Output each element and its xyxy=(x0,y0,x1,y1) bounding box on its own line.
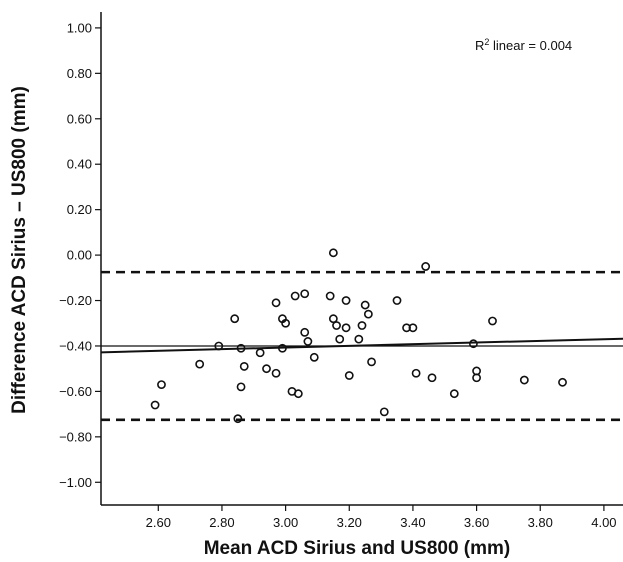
x-tick-label: 4.00 xyxy=(591,515,616,530)
y-tick-label: 0.40 xyxy=(67,157,92,172)
data-point xyxy=(157,380,166,389)
x-tick-label: 3.80 xyxy=(528,515,553,530)
data-point xyxy=(195,359,205,369)
data-point xyxy=(367,357,376,367)
data-point xyxy=(469,339,478,349)
y-tick-label: −0.60 xyxy=(59,384,92,399)
data-point xyxy=(354,334,364,344)
data-point xyxy=(236,343,246,353)
reference-lines xyxy=(100,270,623,422)
x-tick-label: 3.00 xyxy=(273,515,298,530)
x-tick-label: 2.60 xyxy=(146,515,171,530)
y-tick-label: 0.60 xyxy=(67,111,92,126)
y-tick-label: −0.80 xyxy=(59,429,92,444)
data-point xyxy=(281,318,291,328)
data-point xyxy=(309,352,319,362)
data-point xyxy=(328,248,338,258)
data-point xyxy=(328,314,338,324)
x-axis-title: Mean ACD Sirius and US800 (mm) xyxy=(204,538,511,559)
data-point xyxy=(239,362,249,371)
data-point xyxy=(300,289,310,299)
y-tick-label: 0.20 xyxy=(67,202,92,217)
data-point xyxy=(402,323,411,333)
data-point xyxy=(303,337,313,346)
data-point xyxy=(379,407,389,417)
data-point xyxy=(233,414,243,424)
x-tick-label: 2.80 xyxy=(209,515,234,530)
data-point xyxy=(488,316,497,326)
data-point xyxy=(558,377,567,387)
data-point xyxy=(150,400,160,410)
x-tick-label: 3.40 xyxy=(400,515,425,530)
data-points xyxy=(150,248,567,424)
data-point xyxy=(300,327,310,337)
y-tick-label: 0.80 xyxy=(67,66,92,81)
data-point xyxy=(411,368,421,378)
y-axis-title: Difference ACD Sirius – US800 (mm) xyxy=(9,86,30,414)
data-point xyxy=(262,364,271,374)
regression-line xyxy=(100,337,623,354)
data-point xyxy=(271,368,281,378)
x-tick-label: 3.60 xyxy=(464,515,489,530)
data-point xyxy=(236,382,246,392)
data-point xyxy=(214,341,224,351)
data-point xyxy=(341,323,351,333)
r-squared-annotation: R2 linear = 0.004 xyxy=(475,37,572,53)
data-point xyxy=(230,314,240,324)
y-tick-label: −0.20 xyxy=(59,293,92,308)
data-point xyxy=(363,309,373,319)
data-point xyxy=(271,298,281,308)
data-point xyxy=(472,366,481,376)
data-point xyxy=(293,389,303,399)
data-point xyxy=(392,296,402,305)
data-point xyxy=(449,389,459,399)
data-point xyxy=(325,291,335,301)
y-axis-ticks: 1.00 0.80 0.60 0.40 0.20 0.00 −0.20 −0.40 −0.60 −… xyxy=(59,20,101,490)
y-tick-label: −1.00 xyxy=(59,475,92,490)
data-point xyxy=(332,321,341,330)
data-point xyxy=(408,323,418,333)
data-point xyxy=(344,371,354,380)
data-point xyxy=(255,348,265,358)
data-point xyxy=(427,373,437,383)
y-tick-label: 0.00 xyxy=(67,248,92,263)
data-point xyxy=(335,334,345,344)
x-axis-ticks: 2.60 2.80 3.00 3.20 3.40 3.60 3.80 4.00 xyxy=(146,505,617,530)
x-tick-label: 3.20 xyxy=(337,515,362,530)
data-point xyxy=(341,296,351,305)
y-tick-label: 1.00 xyxy=(67,20,92,35)
data-point xyxy=(357,321,367,330)
data-point xyxy=(290,291,300,301)
data-point xyxy=(360,300,370,310)
data-point xyxy=(421,262,431,271)
data-point xyxy=(519,375,529,385)
y-tick-label: −0.40 xyxy=(59,338,92,353)
data-point xyxy=(278,343,287,353)
